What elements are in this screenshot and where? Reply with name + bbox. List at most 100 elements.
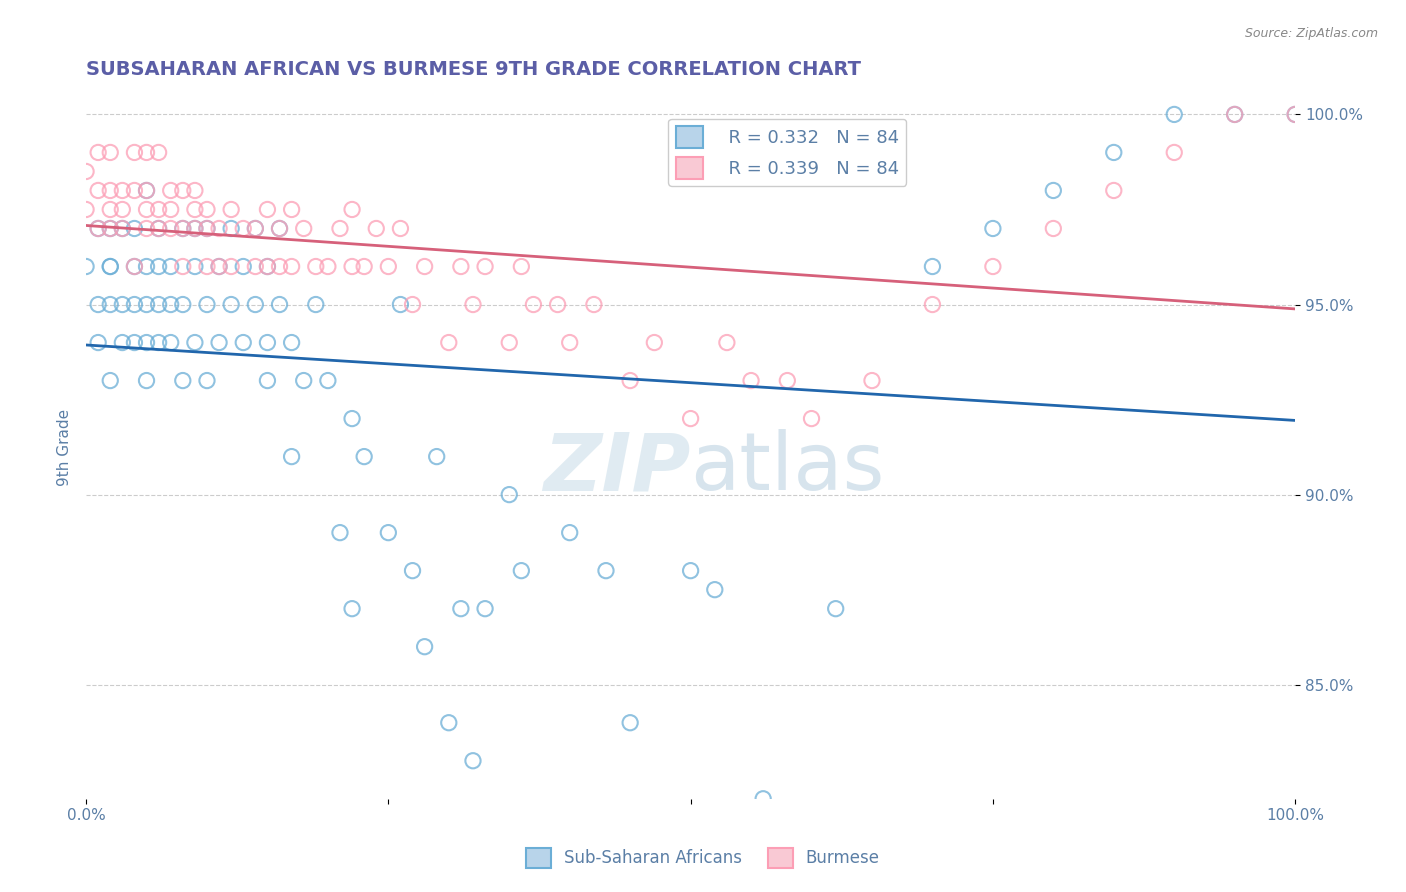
Point [800, 411, 823, 425]
Point [329, 525, 352, 540]
Point [256, 260, 278, 274]
Point [340, 260, 363, 274]
Point [172, 260, 194, 274]
Point [184, 221, 207, 235]
Point [280, 202, 302, 217]
Point [87, 184, 110, 198]
Point [1102, 184, 1125, 198]
Point [111, 335, 134, 350]
Point [389, 221, 412, 235]
Point [148, 221, 170, 235]
Point [450, 260, 472, 274]
Point [219, 221, 242, 235]
Point [981, 260, 1004, 274]
Point [1284, 107, 1306, 121]
Point [547, 297, 569, 311]
Point [87, 335, 110, 350]
Point [159, 221, 181, 235]
Point [98, 260, 121, 274]
Point [316, 374, 339, 388]
Point [135, 374, 157, 388]
Point [184, 184, 207, 198]
Point [208, 260, 231, 274]
Point [280, 335, 302, 350]
Point [280, 450, 302, 464]
Text: ZIP: ZIP [543, 429, 690, 508]
Point [98, 374, 121, 388]
Point [280, 260, 302, 274]
Point [595, 564, 617, 578]
Point [184, 260, 207, 274]
Point [208, 221, 231, 235]
Point [159, 184, 181, 198]
Point [208, 260, 231, 274]
Point [366, 221, 388, 235]
Point [124, 260, 146, 274]
Point [148, 221, 170, 235]
Point [703, 582, 725, 597]
Point [474, 260, 496, 274]
Point [305, 260, 328, 274]
Point [353, 260, 375, 274]
Point [426, 450, 449, 464]
Point [111, 202, 134, 217]
Point [461, 754, 484, 768]
Point [75, 164, 97, 178]
Point [269, 221, 291, 235]
Point [75, 260, 97, 274]
Point [195, 260, 218, 274]
Point [921, 297, 943, 311]
Point [124, 221, 146, 235]
Point [582, 297, 605, 311]
Point [148, 260, 170, 274]
Point [195, 221, 218, 235]
Point [401, 564, 423, 578]
Point [135, 184, 157, 198]
Point [172, 221, 194, 235]
Point [1163, 145, 1185, 160]
Point [159, 260, 181, 274]
Point [195, 374, 218, 388]
Point [619, 715, 641, 730]
Y-axis label: 9th Grade: 9th Grade [58, 409, 72, 485]
Point [124, 145, 146, 160]
Point [135, 297, 157, 311]
Point [1042, 184, 1064, 198]
Point [98, 221, 121, 235]
Point [172, 184, 194, 198]
Point [87, 221, 110, 235]
Point [377, 260, 399, 274]
Point [135, 145, 157, 160]
Point [219, 260, 242, 274]
Point [256, 374, 278, 388]
Point [1223, 107, 1246, 121]
Point [377, 525, 399, 540]
Point [98, 202, 121, 217]
Point [124, 184, 146, 198]
Point [111, 221, 134, 235]
Point [269, 260, 291, 274]
Point [256, 260, 278, 274]
Point [184, 221, 207, 235]
Point [413, 640, 436, 654]
Point [1163, 107, 1185, 121]
Point [135, 260, 157, 274]
Point [98, 260, 121, 274]
Point [124, 335, 146, 350]
Point [1042, 221, 1064, 235]
Point [437, 335, 460, 350]
Point [148, 297, 170, 311]
Point [269, 297, 291, 311]
Point [245, 297, 267, 311]
Point [245, 221, 267, 235]
Point [340, 202, 363, 217]
Legend:   R = 0.332   N = 84,   R = 0.339   N = 84: R = 0.332 N = 84, R = 0.339 N = 84 [668, 119, 907, 186]
Point [401, 297, 423, 311]
Point [340, 601, 363, 615]
Point [558, 335, 581, 350]
Point [135, 221, 157, 235]
Point [643, 335, 665, 350]
Point [232, 260, 254, 274]
Point [195, 297, 218, 311]
Point [245, 260, 267, 274]
